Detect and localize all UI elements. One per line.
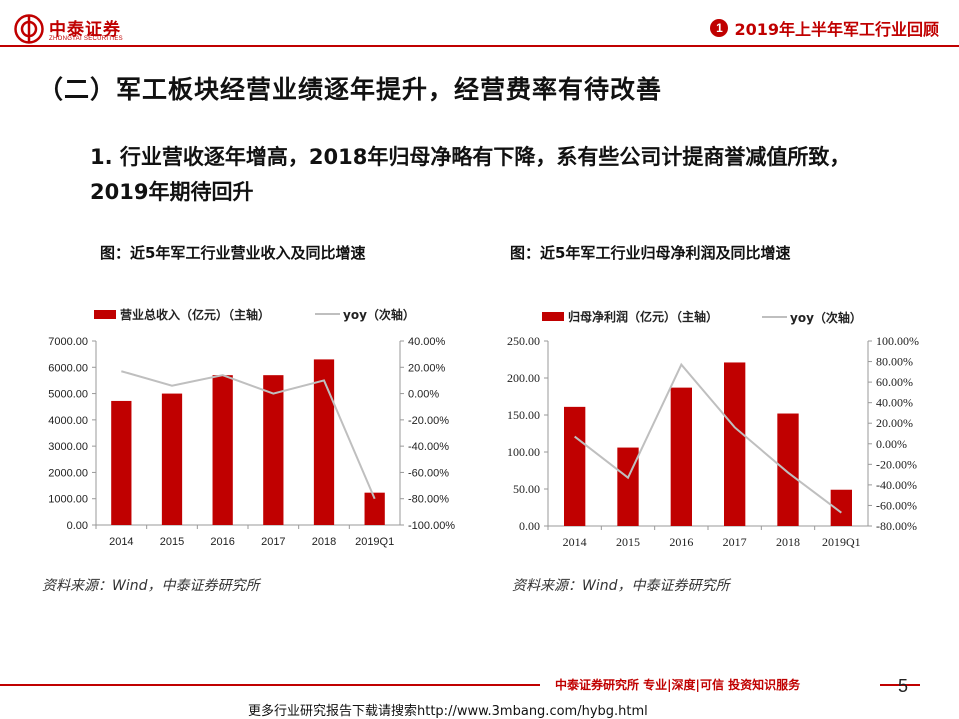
y-left-tick-label: 200.00 [507, 371, 540, 385]
y-left-tick-label: 250.00 [507, 334, 540, 348]
plot-area: 0.00 1000.00 2000.00 3000.00 4000.00 5000.00 6… [48, 336, 455, 548]
y-right-tick-label: -100.00% [408, 520, 455, 532]
legend-bar-swatch [542, 312, 564, 321]
chart-legend: 营业总收入（亿元）（主轴） yoy（次轴） [94, 307, 415, 322]
legend-line-label: yoy（次轴） [343, 307, 415, 322]
bar [724, 362, 746, 526]
y-right-tick-label: 0.00% [876, 437, 907, 451]
y-right-tick-label: 40.00% [876, 396, 913, 410]
page-number: 5 [898, 676, 909, 696]
x-tick-label: 2017 [261, 536, 285, 548]
x-tick-label: 2019Q1 [355, 536, 394, 548]
logo-text-en: ZHONGTAI SECURITIES [49, 36, 123, 42]
x-tick-label: 2014 [563, 535, 587, 549]
main-heading: （二）军工板块经营业绩逐年提升，经营费率有待改善 [38, 75, 663, 104]
footer-download-note: 更多行业研究报告下载请搜索http://www.3mbang.com/hybg.… [248, 704, 648, 719]
y-left-tick-label: 150.00 [507, 408, 540, 422]
bar [564, 406, 586, 526]
plot-area: 0.00 50.00 100.00 150.00 200.00 250.00 -80.00%… [507, 334, 919, 549]
x-tick-label: 2015 [616, 535, 640, 549]
section-tag: 1 2019年上半年军工行业回顾 [710, 16, 939, 40]
y-right-tick-label: 20.00% [408, 362, 446, 374]
section-number-badge: 1 [710, 19, 729, 37]
y-right-tick-label: 40.00% [408, 336, 446, 348]
section-title: 2019年上半年军工行业回顾 [734, 20, 939, 39]
footer-divider-left [0, 684, 540, 686]
bar [111, 400, 132, 525]
y-right-tick-label: 60.00% [876, 375, 913, 389]
y-right-tick-label: 100.00% [876, 334, 919, 348]
bar [161, 393, 183, 525]
y-left-tick-label: 4000.00 [48, 415, 88, 427]
figure-2-title: 图：近5年军工行业归母净利润及同比增速 [510, 244, 791, 262]
y-right-tick-label: -20.00% [408, 415, 449, 427]
bar [212, 375, 233, 525]
y-left-tick-label: 100.00 [507, 445, 540, 459]
bar [830, 489, 852, 526]
footer-divider-right [880, 684, 920, 686]
y-left-tick-label: 1000.00 [48, 494, 88, 506]
logo-mark-icon [14, 14, 44, 44]
bar [617, 447, 639, 526]
y-right-tick-label: -60.00% [408, 467, 449, 479]
footer-slogan: 中泰证券研究所 专业|深度|可信 投资知识服务 [555, 678, 801, 692]
bar [364, 492, 385, 525]
chart-legend: 归母净利润（亿元）（主轴） yoy（次轴） [542, 309, 862, 325]
y-right-tick-label: -80.00% [408, 494, 449, 506]
y-left-tick-label: 7000.00 [48, 336, 88, 348]
y-right-tick-label: 20.00% [876, 416, 913, 430]
legend-bar-label: 归母净利润（亿元）（主轴） [568, 309, 718, 324]
x-tick-label: 2014 [109, 536, 133, 548]
x-tick-label: 2016 [669, 535, 693, 549]
bar [313, 359, 335, 525]
header-divider [0, 45, 959, 47]
company-logo: 中泰证券 ZHONGTAI SECURITIES [14, 10, 134, 48]
y-right-tick-label: -40.00% [876, 478, 917, 492]
y-right-tick-label: -20.00% [876, 457, 917, 471]
legend-bar-swatch [94, 310, 116, 319]
bar [263, 375, 284, 525]
figure-2-source: 资料来源：Wind，中泰证券研究所 [512, 578, 730, 594]
y-right-tick-label: -80.00% [876, 519, 917, 533]
x-tick-label: 2018 [312, 536, 336, 548]
y-left-tick-label: 5000.00 [48, 389, 88, 401]
bar [777, 413, 799, 526]
y-right-tick-label: -40.00% [408, 441, 449, 453]
legend-bar-label: 营业总收入（亿元）（主轴） [120, 307, 270, 322]
x-tick-label: 2015 [160, 536, 184, 548]
y-right-tick-label: 0.00% [408, 389, 439, 401]
yoy-line [121, 370, 376, 500]
figure-1-title: 图：近5年军工行业营业收入及同比增速 [100, 244, 366, 262]
y-left-tick-label: 0.00 [67, 520, 88, 532]
y-right-tick-label: -60.00% [876, 498, 917, 512]
y-left-tick-label: 50.00 [513, 482, 540, 496]
y-left-tick-label: 3000.00 [48, 441, 88, 453]
x-tick-label: 2018 [776, 535, 800, 549]
revenue-chart: 营业总收入（亿元）（主轴） yoy（次轴） 0.00 1000.00 2000.00… [48, 307, 455, 548]
y-left-tick-label: 2000.00 [48, 467, 88, 479]
net-profit-chart: 归母净利润（亿元）（主轴） yoy（次轴） 0.00 50.00 100.00 150… [507, 309, 919, 549]
legend-line-label: yoy（次轴） [790, 310, 862, 325]
bar [670, 387, 692, 526]
figure-1-source: 资料来源：Wind，中泰证券研究所 [42, 578, 260, 594]
y-left-tick-label: 6000.00 [48, 362, 88, 374]
sub-heading: 1. 行业营收逐年增高，2018年归母净略有下降，系有些公司计提商誉减值所致，2… [90, 145, 851, 204]
y-left-tick-label: 0.00 [519, 519, 540, 533]
x-tick-label: 2017 [723, 535, 747, 549]
y-right-tick-label: 80.00% [876, 355, 913, 369]
x-tick-label: 2016 [210, 536, 234, 548]
x-tick-label: 2019Q1 [822, 535, 861, 549]
logo-text-cn: 中泰证券 [49, 20, 121, 40]
yoy-line [574, 362, 842, 514]
